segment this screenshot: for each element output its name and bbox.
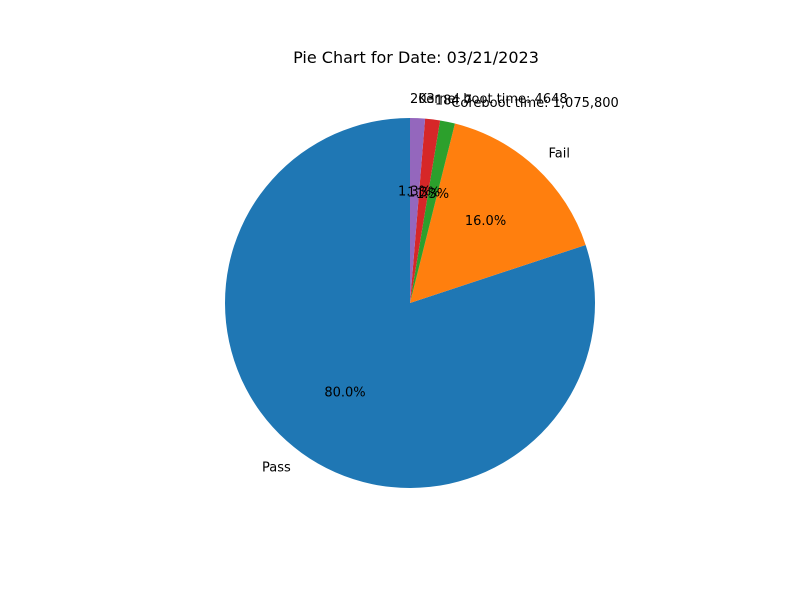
slice-pct-fail: 16.0% — [465, 214, 506, 229]
slice-pct-pass: 80.0% — [324, 385, 365, 400]
slice-label-pass: Pass — [262, 460, 291, 475]
chart-title: Pie Chart for Date: 03/21/2023 — [293, 48, 539, 67]
pie-slice-fail — [410, 123, 586, 303]
slice-label-fail: Fail — [548, 146, 569, 161]
pie-slice-184-7 — [410, 118, 441, 303]
pie-labels: Pass 80.0% Fail 16.0% Coreboot time: 1,075,8… — [262, 92, 619, 475]
pie-slices — [225, 118, 596, 489]
slice-label-kernel-boot-time-4648: Kernel boot time: 4648 — [418, 92, 567, 107]
slice-label-184-7: 184.7 — [435, 94, 472, 109]
slice-pct-184-7: 1.3% — [407, 185, 440, 200]
slice-label-coreboot-time-1-075-800: Coreboot time: 1,075,800 — [451, 96, 619, 111]
slice-label-203: 203 — [410, 92, 435, 107]
pie-slice-coreboot-time-1-075-800 — [410, 120, 455, 304]
pie-slice-kernel-boot-time-4648 — [410, 118, 426, 303]
slice-pct-coreboot-time-1-075-800: 1.3% — [416, 187, 449, 202]
slice-pct-kernel-boot-time-4648: 1.3% — [398, 185, 431, 200]
